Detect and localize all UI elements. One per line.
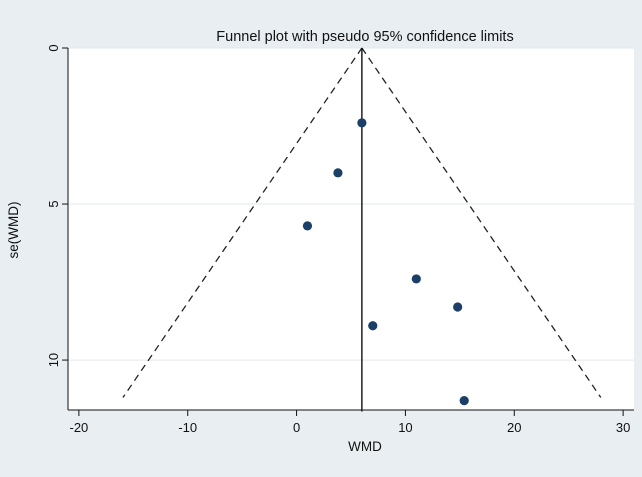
x-tick-label-5: 30	[616, 420, 630, 435]
chart-title: Funnel plot with pseudo 95% confidence l…	[216, 29, 513, 45]
y-tick-label-0: 0	[46, 44, 61, 51]
data-point-4	[453, 302, 463, 312]
x-tick-label-3: 10	[398, 420, 412, 435]
x-axis-label: WMD	[348, 439, 382, 454]
upper-confidence-limit	[361, 47, 602, 398]
plot-area	[68, 48, 634, 410]
axes: -20 -10 0 10 20 30 0 5 10	[46, 44, 634, 435]
x-tick-label-1: -10	[178, 420, 197, 435]
data-point-2	[302, 221, 313, 231]
data-point-1	[333, 168, 343, 178]
y-tick-label-1: 5	[46, 200, 61, 207]
x-tick-label-0: -20	[69, 420, 88, 435]
data-point-5	[368, 321, 378, 331]
data-point-6	[459, 396, 469, 406]
x-tick-label-2: 0	[293, 420, 300, 435]
y-axis-label: se(WMD)	[6, 202, 21, 259]
data-point-3	[411, 274, 421, 284]
funnel-lines	[122, 47, 602, 412]
y-tick-label-2: 10	[46, 353, 61, 367]
grid-lines	[68, 47, 634, 361]
lower-confidence-limit	[122, 47, 363, 398]
data-point-0	[357, 118, 367, 128]
data-points	[302, 118, 469, 406]
x-tick-label-4: 20	[507, 420, 521, 435]
